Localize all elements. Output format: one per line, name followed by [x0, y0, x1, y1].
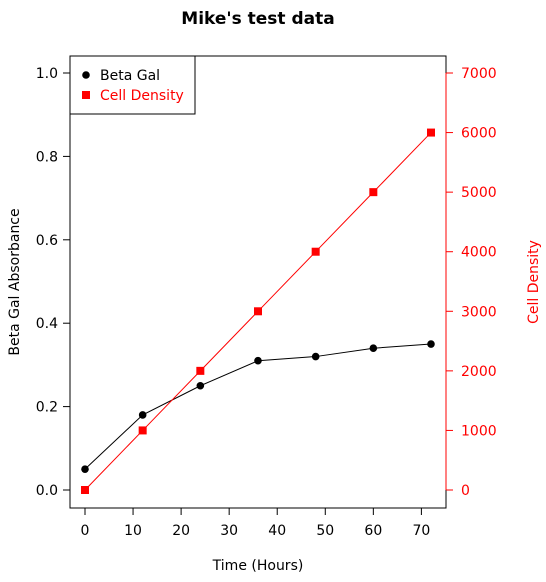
- x-tick-label: 20: [172, 523, 190, 539]
- data-point-cell-density: [254, 307, 262, 316]
- chart-title: Mike's test data: [181, 9, 334, 29]
- right-y-axis: 0 1000 2000 3000 4000 5000 6000 7000: [445, 66, 497, 499]
- data-point-cell-density: [196, 366, 205, 375]
- legend-marker-cell-density: [82, 91, 90, 99]
- x-tick-label: 70: [412, 523, 430, 539]
- data-point-beta-gal: [81, 465, 89, 473]
- x-axis: 0 10 20 30 40 50 60 70: [81, 507, 430, 539]
- x-tick-label: 50: [316, 523, 334, 539]
- legend-marker-beta-gal: [82, 71, 90, 79]
- data-point-cell-density: [138, 426, 147, 435]
- y-tick-label: 0.2: [36, 400, 58, 416]
- y2-tick-label: 5000: [461, 185, 497, 201]
- y2-tick-label: 6000: [461, 126, 497, 142]
- x-tick-label: 60: [364, 523, 382, 539]
- legend: Beta Gal Cell Density: [69, 55, 196, 115]
- series-layer: [81, 128, 435, 494]
- data-point-beta-gal: [138, 411, 147, 419]
- data-point-beta-gal: [427, 340, 435, 348]
- data-point-cell-density: [369, 188, 378, 197]
- legend-label-beta-gal: Beta Gal: [100, 68, 160, 84]
- y-tick-label: 0.4: [36, 316, 58, 332]
- y2-tick-label: 0: [461, 483, 470, 499]
- y2-axis-title: Cell Density: [526, 240, 542, 324]
- data-point-beta-gal: [254, 356, 262, 365]
- plot-area-frame: [69, 55, 447, 509]
- y2-tick-label: 4000: [461, 245, 497, 261]
- y2-tick-label: 7000: [461, 66, 497, 82]
- y2-tick-label: 1000: [461, 423, 497, 439]
- y-tick-label: 0.0: [36, 483, 58, 499]
- y-tick-label: 0.6: [36, 233, 58, 249]
- y-axis-title: Beta Gal Absorbance: [7, 208, 23, 355]
- x-tick-label: 40: [268, 523, 286, 539]
- x-tick-label: 10: [124, 523, 142, 539]
- data-point-beta-gal: [196, 381, 205, 390]
- data-point-cell-density: [427, 128, 435, 137]
- data-point-cell-density: [81, 486, 89, 494]
- legend-box: [69, 55, 196, 115]
- x-tick-label: 0: [81, 523, 90, 539]
- y2-tick-label: 3000: [461, 304, 497, 320]
- y-tick-label: 0.8: [36, 149, 58, 165]
- x-axis-title: Time (Hours): [212, 558, 304, 574]
- data-point-beta-gal: [311, 352, 320, 361]
- y2-tick-label: 2000: [461, 364, 497, 380]
- data-point-cell-density: [311, 247, 320, 256]
- y-tick-label: 1.0: [36, 66, 58, 82]
- legend-label-cell-density: Cell Density: [100, 88, 184, 104]
- left-y-axis: 0.0 0.2 0.4 0.6 0.8 1.0: [36, 66, 71, 499]
- x-tick-label: 30: [220, 523, 238, 539]
- data-point-beta-gal: [369, 344, 378, 353]
